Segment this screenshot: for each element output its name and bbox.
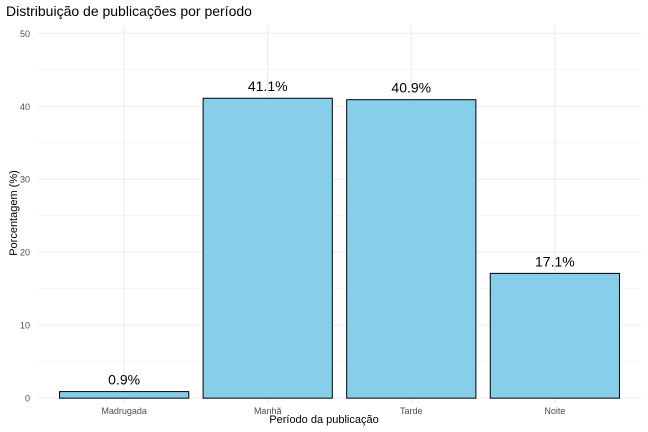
data-label: 41.1% [248,78,288,94]
x-tick-label: Tarde [400,406,423,416]
y-tick-label: 50 [20,29,30,39]
chart-title: Distribuição de publicações por período [6,3,252,19]
y-tick-label: 20 [20,248,30,258]
x-tick-label: Manhã [254,406,282,416]
data-label: 40.9% [391,80,431,96]
bar-noite [489,272,620,399]
data-label: 0.9% [108,372,140,388]
bar-tarde [346,99,477,399]
y-tick-label: 0 [25,394,30,404]
bar-manhã [202,97,333,399]
x-tick-label: Noite [544,406,565,416]
x-tick-label: Madrugada [101,406,147,416]
x-axis-label: Período da publicação [269,414,379,426]
y-tick-label: 30 [20,175,30,185]
y-axis-label: Porcentagem (%) [8,170,20,256]
data-label: 17.1% [535,253,575,269]
y-tick-label: 40 [20,102,30,112]
y-tick-label: 10 [20,321,30,331]
bar-madrugada [59,391,190,399]
